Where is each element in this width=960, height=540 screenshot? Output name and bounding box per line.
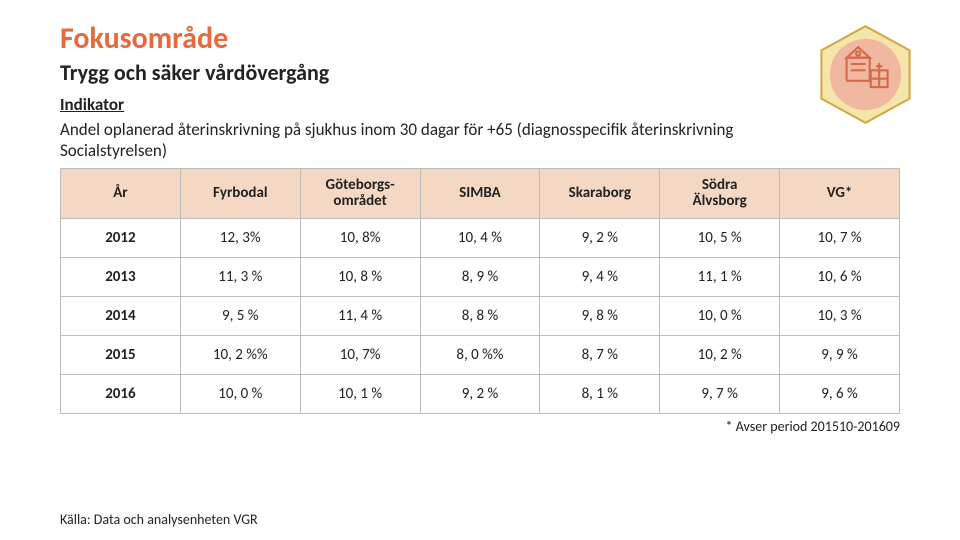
source-text: Källa: Data och analysenheten VGR xyxy=(60,511,258,528)
cell: 10, 7% xyxy=(300,335,420,374)
table-body: 2012 12, 3% 10, 8% 10, 4 % 9, 2 % 10, 5 … xyxy=(61,218,900,413)
page-title: Fokusområde xyxy=(60,20,900,57)
cell: 10, 5 % xyxy=(660,218,780,257)
cell: 8, 1 % xyxy=(540,374,660,413)
cell: 10, 6 % xyxy=(780,257,900,296)
cell: 10, 0 % xyxy=(180,374,300,413)
page-subtitle: Trygg och säker vårdövergång xyxy=(60,59,900,86)
cell: 10, 2 % xyxy=(660,335,780,374)
cell: 9, 2 % xyxy=(540,218,660,257)
cell: 10, 2 %% xyxy=(180,335,300,374)
cell: 11, 3 % xyxy=(180,257,300,296)
col-simba: SIMBA xyxy=(420,168,540,218)
cell: 10, 4 % xyxy=(420,218,540,257)
cell: 9, 6 % xyxy=(780,374,900,413)
cell: 8, 0 %% xyxy=(420,335,540,374)
cell: 9, 8 % xyxy=(540,296,660,335)
data-table: År Fyrbodal Göteborgs-området SIMBA Skar… xyxy=(60,168,900,414)
table-row: 2014 9, 5 % 11, 4 % 8, 8 % 9, 8 % 10, 0 … xyxy=(61,296,900,335)
cell: 2015 xyxy=(61,335,181,374)
cell: 9, 4 % xyxy=(540,257,660,296)
footnote: * Avser period 201510-201609 xyxy=(60,418,900,435)
cell: 2012 xyxy=(61,218,181,257)
col-skaraborg: Skaraborg xyxy=(540,168,660,218)
cell: 10, 7 % xyxy=(780,218,900,257)
cell: 8, 8 % xyxy=(420,296,540,335)
cell: 9, 7 % xyxy=(660,374,780,413)
cell: 10, 8 % xyxy=(300,257,420,296)
table-row: 2015 10, 2 %% 10, 7% 8, 0 %% 8, 7 % 10, … xyxy=(61,335,900,374)
cell: 11, 1 % xyxy=(660,257,780,296)
cell: 2013 xyxy=(61,257,181,296)
cell: 8, 9 % xyxy=(420,257,540,296)
cell: 10, 3 % xyxy=(780,296,900,335)
col-fyrbodal: Fyrbodal xyxy=(180,168,300,218)
cell: 8, 7 % xyxy=(540,335,660,374)
col-year: År xyxy=(61,168,181,218)
cell: 10, 8% xyxy=(300,218,420,257)
cell: 9, 2 % xyxy=(420,374,540,413)
table-row: 2012 12, 3% 10, 8% 10, 4 % 9, 2 % 10, 5 … xyxy=(61,218,900,257)
cell: 9, 5 % xyxy=(180,296,300,335)
indikator-label: Indikator xyxy=(60,94,900,115)
table-row: 2013 11, 3 % 10, 8 % 8, 9 % 9, 4 % 11, 1… xyxy=(61,257,900,296)
cell: 2014 xyxy=(61,296,181,335)
cell: 11, 4 % xyxy=(300,296,420,335)
table-row: 2016 10, 0 % 10, 1 % 9, 2 % 8, 1 % 9, 7 … xyxy=(61,374,900,413)
cell: 10, 0 % xyxy=(660,296,780,335)
cell: 12, 3% xyxy=(180,218,300,257)
indikator-description: Andel oplanerad återinskrivning på sjukh… xyxy=(60,119,790,162)
col-goteborg: Göteborgs-området xyxy=(300,168,420,218)
cell: 9, 9 % xyxy=(780,335,900,374)
col-sodra: SödraÄlvsborg xyxy=(660,168,780,218)
cell: 10, 1 % xyxy=(300,374,420,413)
col-vg: VG* xyxy=(780,168,900,218)
table-header-row: År Fyrbodal Göteborgs-området SIMBA Skar… xyxy=(61,168,900,218)
cell: 2016 xyxy=(61,374,181,413)
hexagon-badge-icon xyxy=(813,22,918,127)
